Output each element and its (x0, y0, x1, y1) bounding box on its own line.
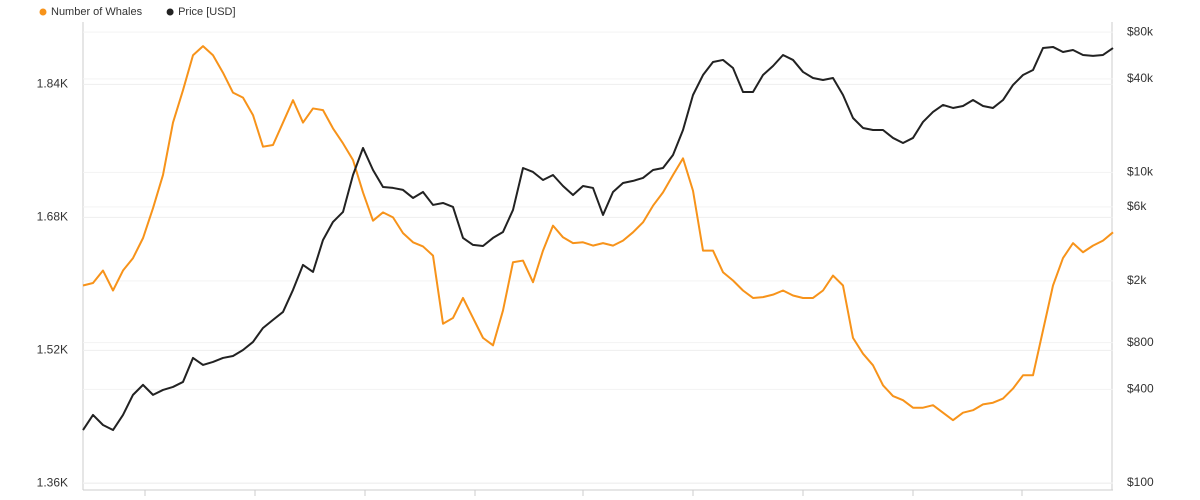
y2-tick-label: $2k (1127, 273, 1147, 287)
series-line (82, 45, 1114, 432)
legend-marker (39, 8, 47, 16)
series-line (82, 45, 1114, 422)
y2-tick-label: $100 (1127, 475, 1154, 489)
y-tick-label: 1.36K (37, 476, 68, 490)
y-tick-label: 1.52K (37, 343, 68, 357)
legend: Number of Whales Price [USD] (39, 6, 236, 18)
y2-tick-label: $80k (1127, 24, 1154, 38)
y-tick-label: 1.68K (37, 210, 68, 224)
legend-label: Number of Whales (51, 6, 143, 18)
y2-tick-label: $10k (1127, 165, 1154, 179)
y2-tick-label: $6k (1127, 199, 1147, 213)
legend-marker (166, 8, 174, 16)
x-axis (82, 22, 1113, 496)
y2-tick-label: $40k (1127, 71, 1154, 85)
y2-tick-label: $800 (1127, 335, 1154, 349)
y-tick-label: 1.84K (37, 77, 68, 91)
legend-label: Price [USD] (178, 6, 235, 18)
y2-tick-label: $400 (1127, 382, 1154, 396)
